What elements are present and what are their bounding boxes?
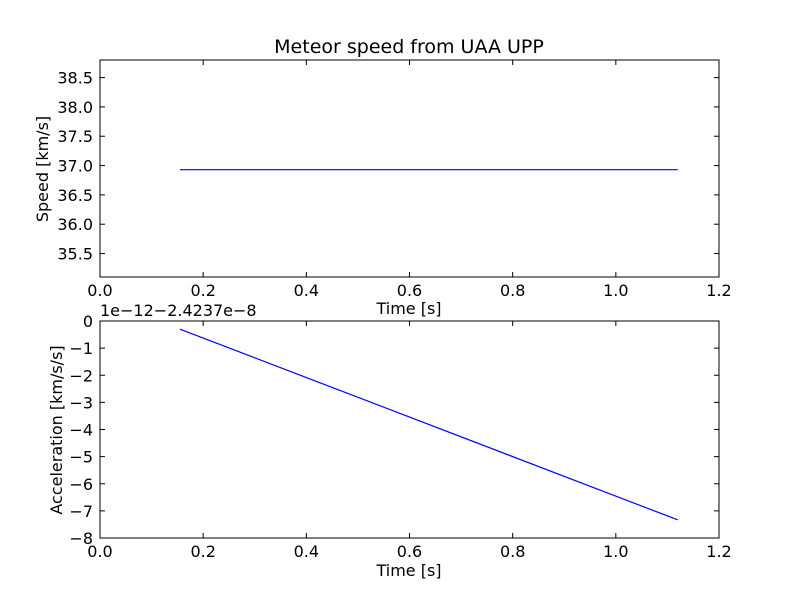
speed-y-tick-label: 37.0 <box>57 157 93 176</box>
speed-x-tick-label: 0.2 <box>190 281 215 300</box>
acceleration-x-tick-label: 0.8 <box>500 542 525 561</box>
speed-y-tick-label: 38.0 <box>57 98 93 117</box>
acceleration-offset-text: 1e−12−2.4237e−8 <box>100 301 257 320</box>
speed-x-tick-label: 0.8 <box>500 281 525 300</box>
acceleration-x-tick-label: 0.0 <box>87 542 112 561</box>
acceleration-y-tick-label: −2 <box>69 366 93 385</box>
acceleration-x-tick-label: 1.2 <box>706 542 731 561</box>
speed-y-tick-label: 36.0 <box>57 215 93 234</box>
acceleration-y-tick-label: −3 <box>69 393 93 412</box>
acceleration-x-tick-label: 0.6 <box>397 542 422 561</box>
acceleration-y-tick-label: 0 <box>83 312 93 331</box>
acceleration-y-tick-label: −1 <box>69 339 93 358</box>
speed-x-tick-label: 1.0 <box>603 281 628 300</box>
acceleration-x-tick-label: 0.4 <box>294 542 319 561</box>
acceleration-ticks-layer: 0.0 0.2 0.4 0.6 0.8 1.0 1.2 −8 −7 −6 −5 −4 −3 −2 −1 0 <box>69 312 731 561</box>
acceleration-y-tick-label: −6 <box>69 475 93 494</box>
speed-x-tick-label: 0.4 <box>294 281 319 300</box>
acceleration-y-tick-label: −7 <box>69 502 93 521</box>
acceleration-y-tick-label: −8 <box>69 529 93 548</box>
acceleration-x-axis-label: Time [s] <box>375 561 441 580</box>
chart-title: Meteor speed from UAA UPP <box>274 36 544 58</box>
speed-x-tick-label: 0.0 <box>87 281 112 300</box>
speed-x-tick-label: 0.6 <box>397 281 422 300</box>
speed-y-tick-label: 35.5 <box>57 245 93 264</box>
speed-y-tick-label: 37.5 <box>57 127 93 146</box>
acceleration-series-line <box>179 328 678 521</box>
speed-x-axis-label: Time [s] <box>375 299 441 318</box>
acceleration-y-tick-label: −4 <box>69 421 93 440</box>
speed-x-tick-label: 1.2 <box>706 281 731 300</box>
acceleration-series-layer <box>179 328 678 521</box>
acceleration-x-tick-label: 0.2 <box>190 542 215 561</box>
acceleration-y-axis-label: Acceleration [km/s/s] <box>47 345 66 514</box>
acceleration-plot: 1e−12−2.4237e−8 0.0 0.2 0.4 0.6 0.8 1.0 1.2 −8 −… <box>47 301 732 580</box>
speed-plot: Meteor speed from UAA UPP 0.0 0.2 0.4 0.6 0.… <box>33 36 732 318</box>
speed-y-tick-label: 38.5 <box>57 69 93 88</box>
acceleration-y-tick-label: −5 <box>69 448 93 467</box>
speed-y-axis-label: Speed [km/s] <box>33 116 52 222</box>
speed-y-tick-label: 36.5 <box>57 186 93 205</box>
speed-ticks-layer: 0.0 0.2 0.4 0.6 0.8 1.0 1.2 35.5 36.0 36.5 37.0 37.… <box>57 60 732 300</box>
acceleration-x-tick-label: 1.0 <box>603 542 628 561</box>
